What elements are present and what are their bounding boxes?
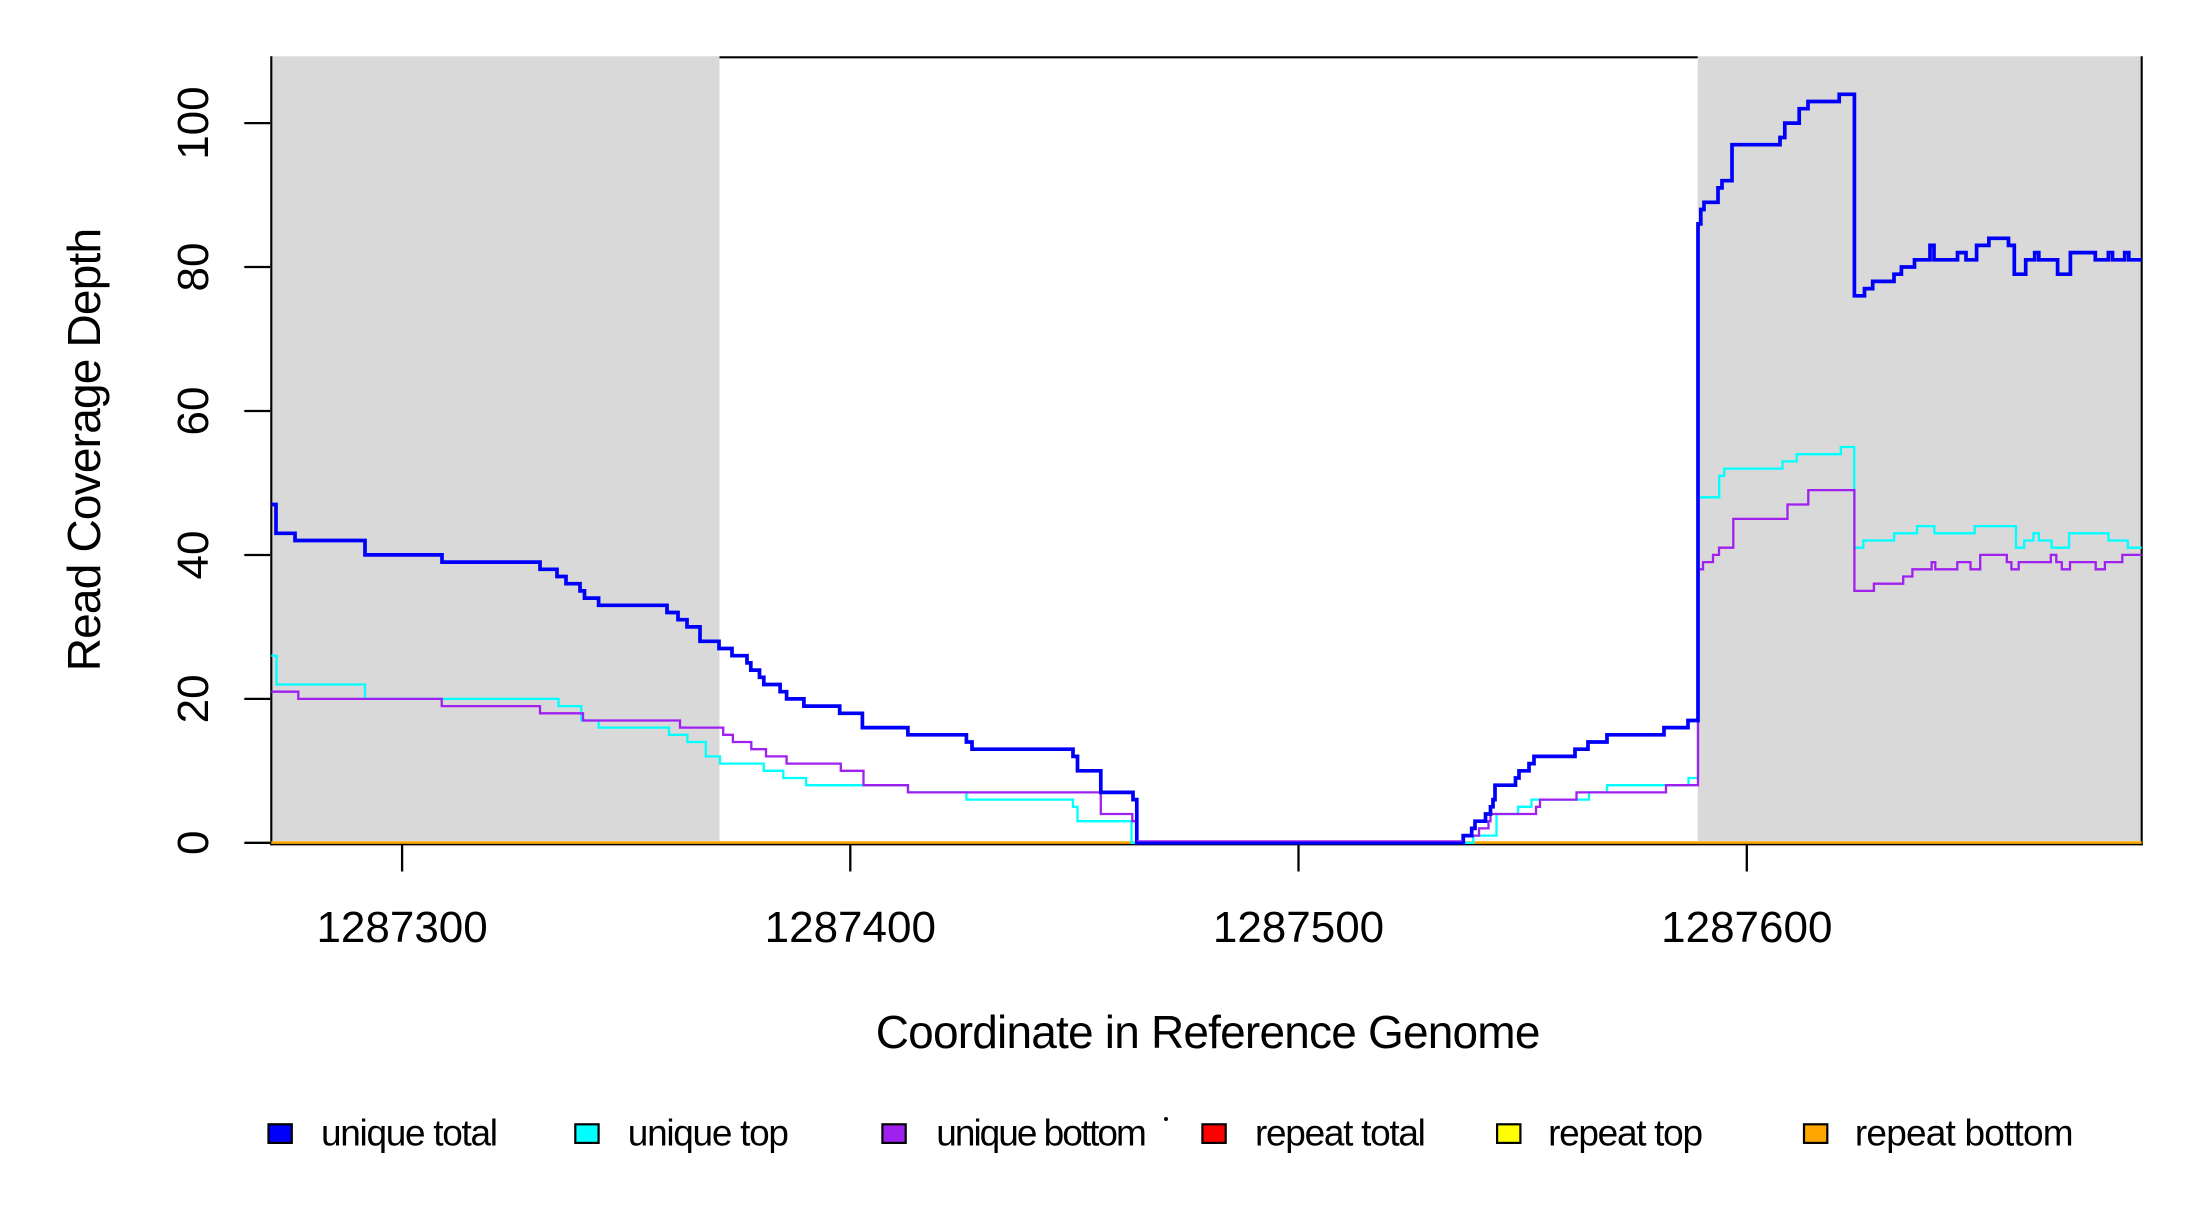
svg-text:repeat bottom: repeat bottom	[1855, 1113, 2073, 1154]
svg-text:repeat total: repeat total	[1255, 1113, 1425, 1154]
svg-text:0: 0	[169, 831, 218, 855]
svg-text:100: 100	[169, 86, 218, 159]
svg-text:1287400: 1287400	[765, 903, 936, 952]
svg-text:Read Coverage Depth: Read Coverage Depth	[58, 229, 110, 672]
svg-text:unique total: unique total	[321, 1113, 497, 1154]
svg-text:60: 60	[169, 387, 218, 436]
svg-text:80: 80	[169, 243, 218, 292]
svg-text:unique bottom: unique bottom	[936, 1113, 1145, 1154]
svg-text:Coordinate in Reference Genome: Coordinate in Reference Genome	[876, 1006, 1540, 1058]
svg-text:1287600: 1287600	[1661, 903, 1832, 952]
svg-text:repeat top: repeat top	[1548, 1113, 1702, 1154]
svg-text:unique top: unique top	[628, 1113, 789, 1154]
svg-text:20: 20	[169, 674, 218, 723]
svg-text:40: 40	[169, 531, 218, 580]
svg-text:1287300: 1287300	[316, 903, 487, 952]
svg-text:1287500: 1287500	[1213, 903, 1384, 952]
